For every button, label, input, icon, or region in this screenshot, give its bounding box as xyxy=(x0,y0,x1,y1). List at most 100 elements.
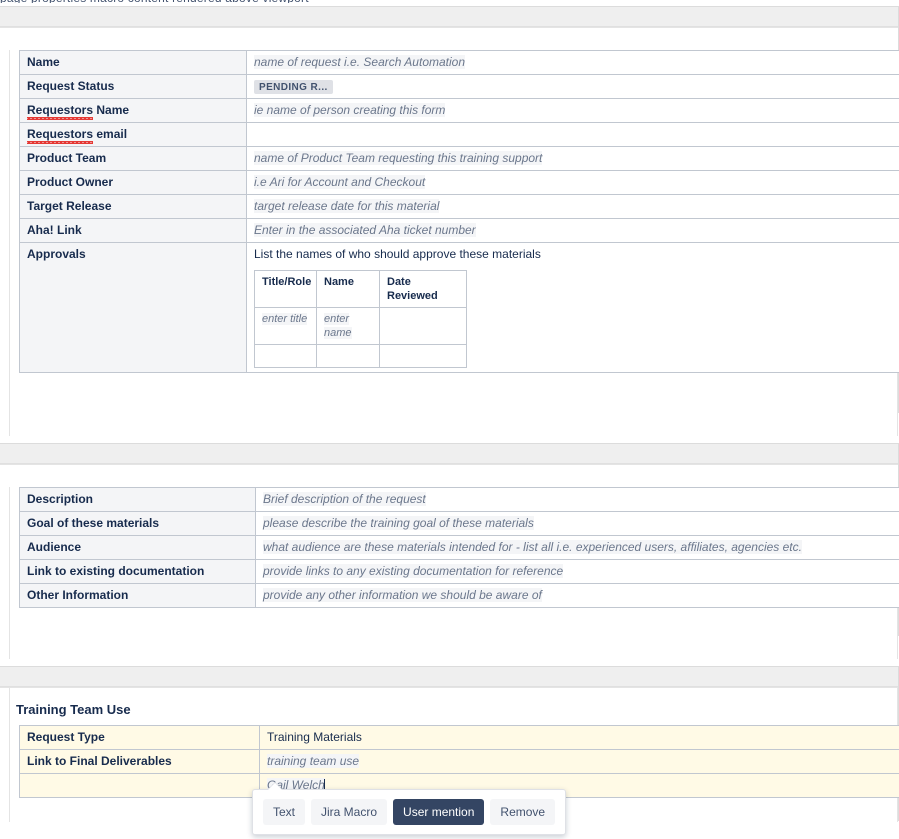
placeholder-text: enter title xyxy=(262,313,308,325)
placeholder-text: enter name xyxy=(324,313,352,339)
row-label: Other Information xyxy=(19,583,256,608)
clipped-text-above-viewport: page properties macro content rendered a… xyxy=(0,0,899,3)
macro-property-popup[interactable]: Text Jira Macro User mention Remove xyxy=(252,782,567,835)
row-value[interactable]: Enter in the associated Aha ticket numbe… xyxy=(246,218,899,243)
row-value[interactable]: PENDING R... xyxy=(246,74,899,99)
table-row[interactable]: Request Type Training Materials xyxy=(19,725,899,750)
row-label: Request Status xyxy=(19,74,247,99)
popup-button-remove[interactable]: Remove xyxy=(490,799,556,825)
panel-two-header-bar xyxy=(0,444,898,464)
row-value[interactable]: ie name of person creating this form xyxy=(246,98,899,123)
row-label-empty xyxy=(19,773,260,798)
approvals-cell[interactable]: enter name xyxy=(316,307,380,345)
row-label: Requestors Name xyxy=(19,98,247,123)
row-label-rest: Name xyxy=(93,103,130,117)
approvals-row[interactable] xyxy=(254,344,467,368)
table-row[interactable]: Link to existing documentation provide l… xyxy=(19,559,899,584)
approvals-row[interactable]: enter title enter name xyxy=(254,307,467,345)
description-table: Description Brief description of the req… xyxy=(19,487,899,608)
panel-two-body: Description Brief description of the req… xyxy=(0,464,899,659)
placeholder-text: what audience are these materials intend… xyxy=(263,540,802,554)
approvals-col-name: Name xyxy=(316,270,380,308)
row-label: Aha! Link xyxy=(19,218,247,243)
training-team-use-table: Request Type Training Materials Link to … xyxy=(19,725,899,798)
table-row[interactable]: Target Release target release date for t… xyxy=(19,194,899,219)
row-label: Product Team xyxy=(19,146,247,171)
approvals-instruction: List the names of who should approve the… xyxy=(254,247,541,261)
approvals-col-title-role: Title/Role xyxy=(254,270,317,308)
placeholder-text: please describe the training goal of the… xyxy=(263,516,534,530)
placeholder-text: Enter in the associated Aha ticket numbe… xyxy=(254,223,476,237)
row-value[interactable]: please describe the training goal of the… xyxy=(255,511,899,536)
row-value[interactable]: provide links to any existing documentat… xyxy=(255,559,899,584)
approvals-cell[interactable] xyxy=(379,344,467,368)
row-label-rest: email xyxy=(93,127,128,141)
approvals-cell[interactable] xyxy=(254,344,317,368)
placeholder-text: ie name of person creating this form xyxy=(254,103,446,117)
table-row[interactable]: Description Brief description of the req… xyxy=(19,487,899,512)
text-caret xyxy=(323,779,325,791)
popup-button-user-mention[interactable]: User mention xyxy=(393,799,485,825)
placeholder-text: provide links to any existing documentat… xyxy=(263,564,564,578)
row-label: Name xyxy=(19,50,247,75)
placeholder-text: provide any other information we should … xyxy=(263,588,542,602)
row-value-empty[interactable] xyxy=(246,122,899,147)
approvals-cell[interactable]: enter title xyxy=(254,307,317,345)
table-row[interactable]: Link to Final Deliverables training team… xyxy=(19,749,899,774)
clipped-text: page properties macro content rendered a… xyxy=(0,0,309,3)
row-value[interactable]: training team use xyxy=(259,749,899,774)
table-row[interactable]: Audience what audience are these materia… xyxy=(19,535,899,560)
row-value-approvals[interactable]: List the names of who should approve the… xyxy=(246,242,899,373)
placeholder-text: Brief description of the request xyxy=(263,492,426,506)
table-row[interactable]: Aha! Link Enter in the associated Aha ti… xyxy=(19,218,899,243)
row-label: Goal of these materials xyxy=(19,511,256,536)
placeholder-text: name of Product Team requesting this tra… xyxy=(254,151,543,165)
panel-one-inner: Name name of request i.e. Search Automat… xyxy=(9,50,899,436)
row-value[interactable]: what audience are these materials intend… xyxy=(255,535,899,560)
request-details-table: Name name of request i.e. Search Automat… xyxy=(19,50,899,373)
popup-button-jira-macro[interactable]: Jira Macro xyxy=(311,799,388,825)
placeholder-text: name of request i.e. Search Automation xyxy=(254,55,466,69)
row-label: Target Release xyxy=(19,194,247,219)
approvals-cell[interactable] xyxy=(316,344,380,368)
row-label: Approvals xyxy=(19,242,247,373)
row-value[interactable]: Brief description of the request xyxy=(255,487,899,512)
training-team-use-heading: Training Team Use xyxy=(16,702,131,717)
row-value[interactable]: name of Product Team requesting this tra… xyxy=(246,146,899,171)
misspelled-word: Requestors xyxy=(27,103,94,120)
table-row[interactable]: Name name of request i.e. Search Automat… xyxy=(19,50,899,75)
row-value[interactable]: Training Materials xyxy=(259,725,899,750)
row-value[interactable]: name of request i.e. Search Automation xyxy=(246,50,899,75)
row-label: Audience xyxy=(19,535,256,560)
row-label: Product Owner xyxy=(19,170,247,195)
table-row[interactable]: Goal of these materials please describe … xyxy=(19,511,899,536)
approvals-cell[interactable] xyxy=(379,307,467,345)
row-value[interactable]: i.e Ari for Account and Checkout xyxy=(246,170,899,195)
approvals-header-row: Title/Role Name Date Reviewed xyxy=(254,270,467,308)
row-label: Requestors email xyxy=(19,122,247,147)
table-row[interactable]: Other Information provide any other info… xyxy=(19,583,899,608)
row-value[interactable]: target release date for this material xyxy=(246,194,899,219)
table-row[interactable]: Product Team name of Product Team reques… xyxy=(19,146,899,171)
row-value-text: Training Materials xyxy=(267,730,362,744)
misspelled-word: Requestors xyxy=(27,127,94,144)
row-label: Request Type xyxy=(19,725,260,750)
panel-two-inner: Description Brief description of the req… xyxy=(9,487,899,659)
row-label: Link to Final Deliverables xyxy=(19,749,260,774)
panel-description: Description Brief description of the req… xyxy=(0,443,899,659)
table-row[interactable]: Requestors Name ie name of person creati… xyxy=(19,98,899,123)
placeholder-text: i.e Ari for Account and Checkout xyxy=(254,175,426,189)
popup-button-text[interactable]: Text xyxy=(263,799,306,825)
row-value[interactable]: provide any other information we should … xyxy=(255,583,899,608)
popup-arrow-icon xyxy=(268,783,282,790)
table-row[interactable]: Request Status PENDING R... xyxy=(19,74,899,99)
status-badge: PENDING R... xyxy=(254,79,333,94)
panel-three-header-bar xyxy=(0,667,898,687)
approvals-table: Title/Role Name Date Reviewed enter titl… xyxy=(254,270,467,368)
table-row[interactable]: Product Owner i.e Ari for Account and Ch… xyxy=(19,170,899,195)
row-label: Link to existing documentation xyxy=(19,559,256,584)
row-label: Description xyxy=(19,487,256,512)
placeholder-text: target release date for this material xyxy=(254,199,440,213)
table-row-approvals[interactable]: Approvals List the names of who should a… xyxy=(19,242,899,373)
table-row[interactable]: Requestors email xyxy=(19,122,899,147)
